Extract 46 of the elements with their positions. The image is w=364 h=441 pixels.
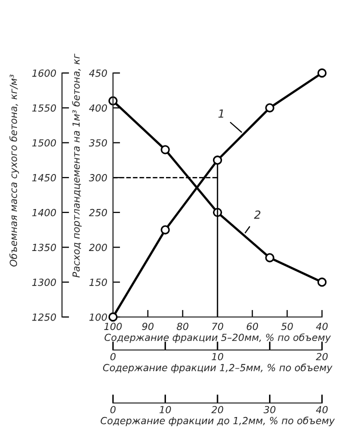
y-tick-label: 1600 xyxy=(32,69,56,77)
text: 30 xyxy=(264,406,276,414)
point xyxy=(317,278,327,287)
y2-tick-label: 400 xyxy=(89,104,107,112)
point xyxy=(160,145,170,154)
y2-tick-label: 350 xyxy=(88,139,107,147)
x-tick-label: 100 xyxy=(104,322,122,330)
y2-tick-label: 250 xyxy=(88,208,107,216)
y2-tick-label: 150 xyxy=(89,278,107,286)
text: 1 xyxy=(218,110,224,118)
text: 0 xyxy=(110,406,116,414)
x2-tick-label: 10 xyxy=(212,352,224,360)
y-tick-label: 1550 xyxy=(32,104,56,112)
y2-tick-label: 300 xyxy=(88,174,107,182)
y2-tick-label: 200 xyxy=(88,244,107,252)
text: 40 xyxy=(316,406,328,414)
x-axis-title: Содержание фракции 5–20мм, % по объему xyxy=(104,333,331,343)
y-tick-label: 1400 xyxy=(32,208,56,216)
point xyxy=(160,225,170,234)
y-tick-label: 1350 xyxy=(32,244,56,252)
x2-tick-label: 0 xyxy=(110,352,116,360)
y-tick-label: 1250 xyxy=(32,313,56,321)
y-axis-title: Объемная масса сухого бетона, кг/м³ xyxy=(9,74,19,267)
text: Содержание фракции до 1,2мм, % по объему xyxy=(100,416,335,426)
x-tick-label: 50 xyxy=(281,322,293,330)
y-tick-label: 1450 xyxy=(32,174,56,182)
text: 20 xyxy=(211,406,224,414)
point xyxy=(265,253,274,262)
text: 10 xyxy=(160,406,171,414)
point xyxy=(317,68,327,78)
y2-tick-label: 450 xyxy=(89,69,107,77)
x2-tick-label: 20 xyxy=(316,352,328,360)
y2-axis-title: Расход портландцемента на 1м³ бетона, кг xyxy=(72,54,82,278)
x-tick-label: 40 xyxy=(316,322,328,330)
point xyxy=(212,156,222,165)
y-tick-label: 1300 xyxy=(32,278,56,286)
series-label: 2 xyxy=(254,210,260,219)
point xyxy=(265,103,274,112)
y2-tick-label: 100 xyxy=(89,313,107,321)
x-tick-label: 70 xyxy=(212,322,224,330)
y-tick-label: 1500 xyxy=(32,139,56,147)
x-tick-label: 80 xyxy=(176,322,188,330)
x-tick-label: 90 xyxy=(142,322,154,330)
x2-axis-title: Содержание фракции 1,2–5мм, % по объему xyxy=(103,364,332,374)
point xyxy=(108,312,118,322)
x-tick-label: 60 xyxy=(246,322,258,330)
